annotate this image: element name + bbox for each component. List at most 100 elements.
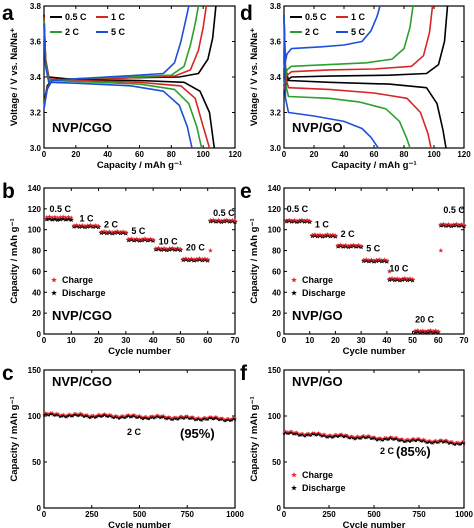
discharge-point xyxy=(360,435,364,439)
discharge-point xyxy=(321,433,326,438)
charge-point xyxy=(181,414,185,418)
panel-c-cycling-nvp-cgo: c 0 250 500 750 1000 0 50 100 150 Cycle number Capa… xyxy=(2,362,244,528)
series-discharge-curve-3 xyxy=(43,23,193,149)
charge-point xyxy=(134,236,140,241)
charge-point xyxy=(307,218,312,223)
discharge-point xyxy=(57,216,64,222)
charge-point xyxy=(428,327,433,333)
x-tick-label: 40 xyxy=(149,336,158,345)
discharge-point xyxy=(53,413,58,417)
discharge-point xyxy=(185,415,190,419)
rate-label: 20 C xyxy=(186,243,206,253)
charge-point xyxy=(336,433,340,437)
discharge-point xyxy=(50,411,55,416)
charge-point xyxy=(448,222,454,227)
charge-point xyxy=(405,437,409,441)
charge-point xyxy=(363,434,367,438)
x-tick-label: 0 xyxy=(282,336,287,345)
x-tick-label: 500 xyxy=(367,510,381,519)
discharge-point xyxy=(319,434,324,438)
y-tick-label: 3.0 xyxy=(30,144,42,153)
discharge-point xyxy=(364,435,369,440)
discharge-point xyxy=(387,437,391,441)
rate-label: 0.5 C xyxy=(49,204,71,214)
charge-point xyxy=(53,412,57,416)
charge-point xyxy=(52,412,56,415)
charge-point xyxy=(294,430,298,434)
discharge-point xyxy=(206,417,210,421)
charge-point xyxy=(93,414,97,418)
charge-point xyxy=(434,438,438,442)
charge-point xyxy=(438,222,444,227)
discharge-point xyxy=(453,442,457,447)
charge-point xyxy=(204,416,208,420)
charge-point xyxy=(99,229,104,234)
discharge-point xyxy=(113,414,118,419)
discharge-point xyxy=(221,418,226,423)
x-axis-title: Capacity / mAh g⁻¹ xyxy=(97,160,182,171)
charge-point xyxy=(315,431,319,435)
legend-label: 0.5 C xyxy=(65,12,87,22)
charge-point xyxy=(297,217,302,223)
charge-point xyxy=(77,223,82,228)
charge-point xyxy=(384,435,388,439)
charge-point xyxy=(375,437,379,440)
discharge-point xyxy=(94,414,99,419)
discharge-point xyxy=(388,436,393,440)
charge-point xyxy=(392,436,396,440)
discharge-point xyxy=(134,415,139,420)
discharge-point xyxy=(118,415,123,420)
charge-point xyxy=(440,438,444,441)
charge-point xyxy=(338,432,342,436)
charge-point xyxy=(362,433,366,437)
charge-point xyxy=(60,413,64,417)
charge-point xyxy=(441,439,445,443)
discharge-point xyxy=(415,437,420,442)
legend-charge-label: Charge xyxy=(302,470,333,480)
charge-point xyxy=(166,415,170,418)
x-tick-label: 70 xyxy=(460,336,469,345)
y-tick-label: 0 xyxy=(37,504,42,513)
charge-point xyxy=(175,245,180,251)
charge-point xyxy=(107,412,111,416)
discharge-point xyxy=(169,417,174,422)
y-tick-label: 100 xyxy=(268,226,282,235)
charge-point xyxy=(63,413,67,417)
charge-point xyxy=(195,416,199,420)
x-tick-label: 0 xyxy=(42,510,47,519)
charge-point xyxy=(302,432,306,436)
y-tick-label: 20 xyxy=(272,309,281,318)
discharge-point xyxy=(310,431,315,436)
charge-point xyxy=(49,410,53,414)
discharge-point xyxy=(358,436,363,441)
discharge-point xyxy=(59,414,64,418)
charge-point xyxy=(120,229,126,234)
discharge-point xyxy=(334,433,339,438)
charge-point xyxy=(289,218,294,223)
discharge-point xyxy=(309,433,314,437)
discharge-point xyxy=(150,415,155,419)
charge-point xyxy=(131,236,137,242)
y-axis-title: Capacity / mAh g⁻¹ xyxy=(249,218,260,303)
discharge-point xyxy=(432,440,436,444)
discharge-point xyxy=(378,437,382,441)
discharge-point xyxy=(156,414,161,419)
charge-point xyxy=(222,417,226,421)
charge-point xyxy=(107,229,112,234)
discharge-point xyxy=(367,435,372,439)
charge-point xyxy=(335,242,341,248)
y-tick-label: 0 xyxy=(277,504,282,513)
discharge-point xyxy=(88,415,93,420)
discharge-point xyxy=(228,418,233,423)
charge-point xyxy=(96,223,101,229)
charge-point xyxy=(395,435,399,439)
charge-point xyxy=(165,415,169,419)
charge-point xyxy=(412,328,418,333)
sample-label: NVP/CGO xyxy=(52,120,112,135)
charge-point xyxy=(160,414,164,417)
charge-point xyxy=(169,416,173,420)
discharge-point xyxy=(161,414,166,419)
charge-point xyxy=(422,437,426,441)
legend-discharge-marker xyxy=(291,485,297,491)
discharge-point xyxy=(306,432,311,437)
